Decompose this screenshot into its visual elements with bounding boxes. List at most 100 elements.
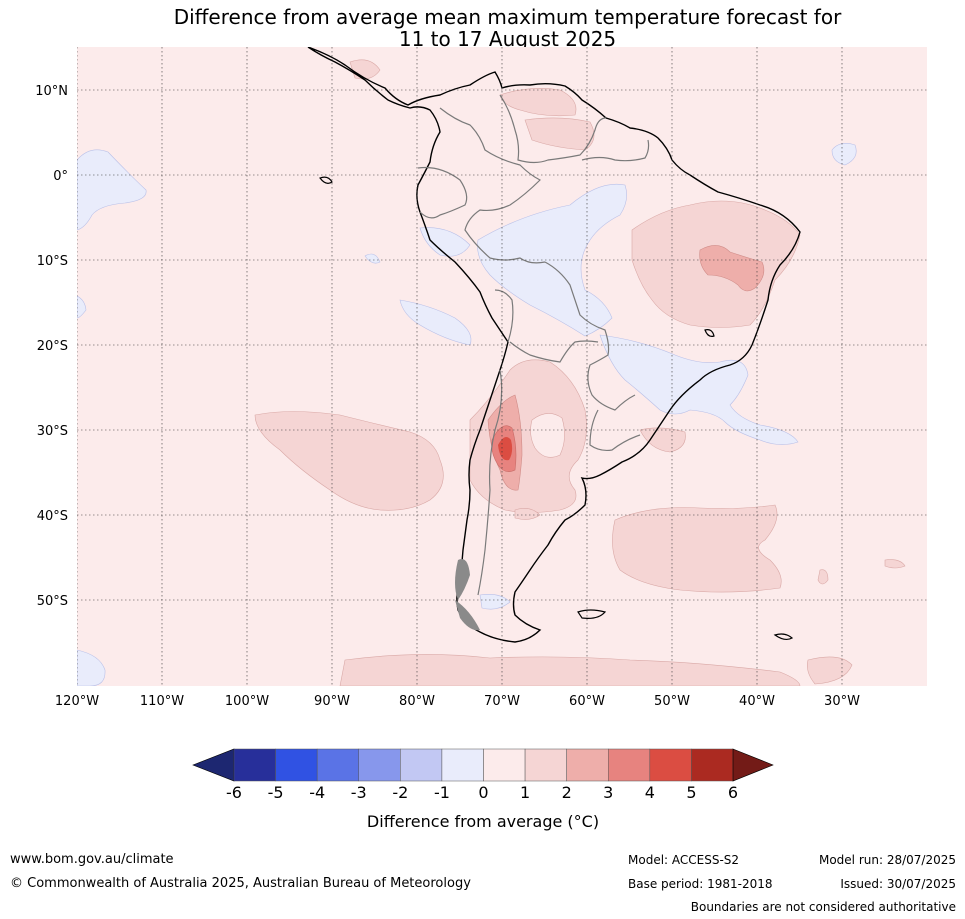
country-boundaries [417, 94, 650, 596]
lat-label-50s: 50°S [37, 594, 68, 609]
colorbar-segment [275, 748, 318, 782]
warm-region-small-atlantic [817, 569, 829, 585]
warm-region-patagonia-coast [514, 508, 541, 520]
lon-label-30w: 30°W [824, 694, 860, 709]
colorbar-tick-label: -6 [226, 783, 242, 802]
cool-region-paraguay-southern-brazil [599, 334, 799, 445]
colorbar-tick-label: 0 [478, 783, 488, 802]
boundary-chile-argentina [477, 369, 503, 596]
lat-label-10s: 10°S [37, 254, 68, 269]
colorbar-tick-label: 1 [520, 783, 530, 802]
island-outlines [319, 176, 794, 641]
warm-region-bahia [699, 245, 765, 292]
lon-label-100w: 100°W [225, 694, 269, 709]
copyright-text: © Commonwealth of Australia 2025, Austra… [10, 876, 471, 891]
lon-label-90w: 90°W [314, 694, 350, 709]
base-period: Base period: 1981-2018 [628, 877, 773, 891]
southern-fjords [455, 600, 480, 631]
lon-label-70w: 70°W [484, 694, 520, 709]
warm-region-southeast-pacific [254, 411, 444, 511]
lon-label-80w: 80°W [399, 694, 435, 709]
colorbar-segment [400, 748, 443, 782]
colorbar-tick-label: 6 [728, 783, 738, 802]
model-run-date: Model run: 28/07/2025 [818, 853, 956, 867]
longitude-labels: 120°W 110°W 100°W 90°W 80°W 70°W 60°W 50… [55, 694, 860, 709]
lat-label-40s: 40°S [37, 509, 68, 524]
boundary-disclaimer: Boundaries are not considered authoritat… [690, 900, 956, 914]
boundary-venezuela [499, 94, 607, 164]
map-title-line2: 11 to 17 August 2025 [398, 27, 617, 51]
warm-region-southeast-atlantic [807, 656, 853, 685]
warm-region-southern-ocean [339, 654, 801, 686]
colorbar-segment [358, 748, 401, 782]
cool-anomaly-regions [77, 143, 857, 686]
cool-region-ecuador-coast [419, 227, 471, 257]
colorbar-tick-labels: -6 -5 -4 -3 -2 -1 0 1 2 3 4 5 6 [226, 783, 738, 802]
colorbar-segment [691, 748, 734, 782]
warm-region-guiana-highlands [524, 117, 595, 151]
falkland-islands [577, 609, 607, 619]
lat-label-20s: 20°S [37, 339, 68, 354]
boundary-bolivia-brazil-paraguay [544, 261, 636, 411]
colorbar-high-extend-arrow [732, 748, 774, 782]
galapagos-islands [319, 176, 333, 184]
chilean-archipelago [455, 559, 480, 631]
warm-region-far-east-atlantic [884, 559, 906, 569]
warm-region-venezuela [499, 88, 577, 117]
graticule [77, 47, 927, 686]
warm-region-cuyo-4-5 [498, 436, 513, 461]
colorbar-segment [608, 748, 651, 782]
model-name: Model: ACCESS-S2 [628, 853, 740, 867]
warm-region-rio-de-la-plata [639, 427, 686, 453]
colorbar: -6 -5 -4 -3 -2 -1 0 1 2 3 4 5 6 [192, 748, 774, 802]
colorbar-tick-label: -3 [351, 783, 367, 802]
boundary-guianas [581, 139, 650, 162]
colorbar-tick-label: 2 [562, 783, 572, 802]
lon-label-50w: 50°W [654, 694, 690, 709]
warm-region-south-atlantic [612, 504, 782, 593]
colorbar-segment [316, 748, 359, 782]
colorbar-segment [483, 748, 526, 782]
colorbar-segment [524, 748, 567, 782]
colorbar-segment [649, 748, 692, 782]
colorbar-tick-label: -2 [392, 783, 408, 802]
cool-region-tierra-del-fuego [479, 594, 511, 610]
colorbar-segments [233, 748, 734, 782]
cool-region-west-edge [77, 295, 87, 319]
lat-label-equator: 0° [53, 169, 68, 184]
colorbar-tick-label: -1 [434, 783, 450, 802]
colorbar-tick-label: -4 [309, 783, 325, 802]
boundary-uruguay [589, 409, 641, 452]
coastal-island-brazil [704, 329, 715, 337]
cool-region-amazon-bolivia [477, 183, 627, 337]
lat-label-10n: 10°N [35, 84, 68, 99]
colorbar-segment [441, 748, 484, 782]
map-title-line1: Difference from average mean maximum tem… [173, 5, 842, 29]
colorbar-tick-label: 5 [686, 783, 696, 802]
boundary-colombia-peru-brazil [439, 107, 546, 264]
colorbar-label: Difference from average (°C) [367, 812, 599, 831]
lon-label-120w: 120°W [55, 694, 99, 709]
issued-date: Issued: 30/07/2025 [840, 877, 956, 891]
website-link[interactable]: www.bom.gov.au/climate [10, 852, 174, 867]
boundary-bolivia-south [509, 340, 599, 363]
cool-region-southwest-corner [77, 649, 106, 686]
neutral-patch-central-argentina [530, 413, 565, 458]
map-background-anomaly-0-to-1 [77, 47, 927, 686]
boundary-peru-bolivia-chile [494, 289, 514, 343]
colorbar-segment [233, 748, 276, 782]
south-america-coastline [307, 47, 801, 643]
colorbar-tick-label: 3 [603, 783, 613, 802]
lon-label-110w: 110°W [140, 694, 184, 709]
latitude-labels: 10°N 0° 10°S 20°S 30°S 40°S 50°S [35, 84, 68, 609]
lon-label-40w: 40°W [739, 694, 775, 709]
cool-region-galapagos [364, 253, 381, 264]
lat-label-30s: 30°S [37, 424, 68, 439]
map-panel [77, 47, 927, 686]
chiloe-fjords [455, 559, 470, 600]
south-georgia [773, 633, 794, 641]
colorbar-segment [566, 748, 609, 782]
lon-label-60w: 60°W [569, 694, 605, 709]
boundary-ecuador [417, 166, 468, 219]
